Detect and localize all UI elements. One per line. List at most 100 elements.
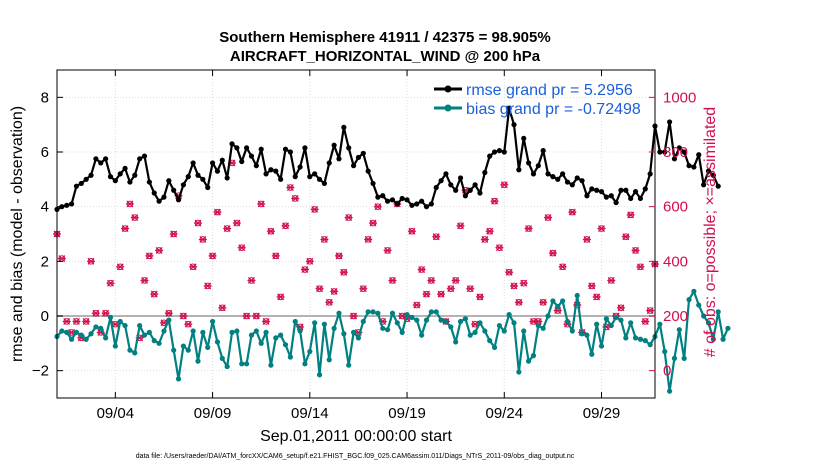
bias-point	[156, 340, 162, 346]
obs-point	[475, 293, 484, 301]
bias-point	[234, 328, 240, 334]
data-file-footnote: data file: /Users/raeder/DAI/ATM_forcXX/…	[136, 453, 575, 460]
bias-point	[598, 343, 605, 349]
obs-point	[266, 227, 275, 235]
obs-point	[417, 266, 426, 273]
bias-point	[632, 335, 639, 341]
bias-point	[321, 321, 327, 327]
bias-point	[686, 297, 692, 303]
bias-point	[623, 335, 629, 341]
bias-point	[185, 347, 191, 353]
bias-point	[642, 338, 648, 344]
legend-rmse-marker	[444, 85, 452, 93]
obs-point	[446, 285, 455, 293]
obs-point	[373, 203, 382, 211]
bias-point	[385, 327, 391, 333]
bias-point	[380, 325, 386, 331]
bias-point	[224, 363, 230, 370]
bias-point	[137, 322, 143, 329]
obs-point	[169, 230, 178, 238]
y-right-tick-label: 400	[663, 253, 688, 270]
rmse-point	[73, 183, 80, 189]
bias-point	[88, 331, 94, 337]
rmse-point	[701, 182, 707, 188]
bias-point	[404, 312, 410, 318]
obs-point	[432, 233, 441, 241]
obs-point	[242, 312, 251, 320]
bias-point	[389, 310, 396, 316]
bias-point	[564, 318, 571, 325]
bias-point	[302, 361, 308, 367]
rmse-point	[375, 194, 381, 200]
rmse-point	[200, 176, 206, 182]
rmse-point	[501, 149, 507, 155]
bias-point	[73, 329, 80, 335]
bias-point	[453, 339, 459, 345]
obs-point	[490, 197, 499, 205]
bias-point	[229, 329, 235, 335]
obs-point	[271, 252, 280, 260]
obs-point	[179, 312, 188, 320]
obs-point	[203, 282, 212, 290]
bias-point	[516, 369, 522, 375]
bias-point	[487, 338, 493, 344]
rmse-point	[355, 154, 362, 161]
obs-point	[140, 277, 149, 284]
bias-point	[312, 320, 318, 326]
obs-point	[451, 277, 460, 284]
obs-point	[145, 252, 154, 260]
bias-point	[414, 317, 420, 323]
obs-point	[568, 208, 577, 216]
rmse-point	[696, 152, 702, 158]
legend-bias-label: bias grand pr = -0.72498	[466, 101, 641, 118]
y-right-tick-label: 0	[663, 363, 671, 380]
obs-point	[125, 200, 134, 208]
rmse-point	[224, 175, 230, 181]
bias-point	[574, 292, 580, 299]
bias-point	[428, 309, 434, 315]
rmse-point	[662, 149, 668, 155]
rmse-point	[715, 183, 721, 189]
obs-point	[544, 214, 553, 222]
rmse-point	[399, 195, 405, 202]
bias-point	[705, 320, 712, 326]
rmse-point	[584, 193, 590, 199]
rmse-point	[185, 174, 191, 180]
rmse-point	[598, 189, 605, 195]
obs-point	[480, 236, 489, 243]
obs-point	[184, 320, 193, 328]
x-tick-label: 09/29	[583, 405, 621, 422]
obs-point	[422, 290, 431, 298]
bias-point	[545, 313, 551, 319]
y-tick-label: 2	[41, 253, 49, 270]
obs-point	[252, 312, 261, 320]
obs-point	[198, 236, 207, 243]
bias-point	[720, 336, 726, 342]
obs-point	[87, 257, 96, 265]
bias-point	[83, 336, 89, 342]
bias-point	[637, 336, 644, 342]
rmse-point	[161, 194, 167, 200]
bias-point	[662, 348, 668, 355]
bias-point	[467, 332, 473, 338]
obs-point	[466, 285, 475, 293]
obs-point	[320, 236, 329, 243]
bias-point	[331, 325, 337, 331]
x-tick-label: 09/04	[97, 405, 135, 422]
bias-point	[292, 318, 298, 325]
y-right-tick-label: 600	[663, 199, 688, 216]
rmse-point	[637, 195, 644, 202]
bias-point	[103, 335, 109, 341]
bias-point	[244, 361, 250, 367]
rmse-point	[657, 149, 663, 155]
obs-point	[286, 184, 295, 191]
rmse-point	[628, 195, 634, 202]
bias-point	[263, 329, 269, 335]
rmse-point	[103, 156, 109, 162]
obs-point	[57, 255, 66, 263]
bias-point	[195, 358, 201, 364]
rmse-point	[710, 172, 716, 178]
obs-point	[548, 249, 557, 257]
bias-point	[423, 317, 430, 323]
